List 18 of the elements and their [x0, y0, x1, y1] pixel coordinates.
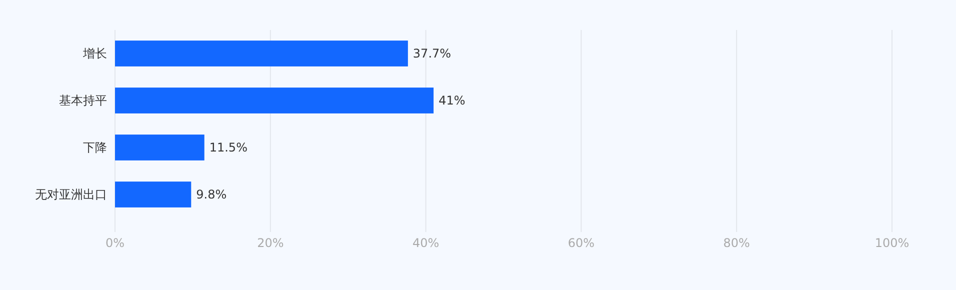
data-label: 37.7%: [412, 46, 452, 61]
y-tick-label: 下降: [83, 140, 107, 155]
y-tick-label: 无对亚洲出口: [35, 188, 107, 202]
data-label: 11.5%: [209, 140, 248, 155]
x-tick-label: 80%: [723, 236, 750, 250]
data-label: 41%: [438, 94, 466, 108]
x-tick-label: 100%: [874, 236, 910, 250]
x-tick-label: 60%: [568, 236, 595, 250]
bar: [115, 40, 408, 66]
bar: [115, 88, 434, 114]
y-tick-label: 基本持平: [59, 94, 107, 108]
data-label: 9.8%: [196, 188, 227, 202]
bar: [115, 134, 204, 160]
x-tick-label: 20%: [257, 236, 284, 250]
x-tick-label: 40%: [412, 236, 440, 250]
y-tick-label: 增长: [82, 46, 107, 61]
bar: [115, 182, 192, 208]
x-tick-label: 0%: [105, 236, 125, 250]
